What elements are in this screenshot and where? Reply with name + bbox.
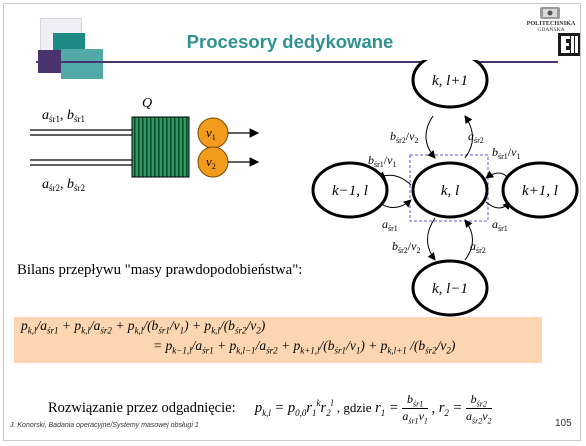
arc-bottom-to-center	[464, 219, 473, 261]
svg-text:GDAŃSKA: GDAŃSKA	[537, 25, 564, 33]
label-bottom-to-center: aśr2	[470, 239, 486, 255]
balance-equation-line-1: pk,l/aśr1 + pk,l/aśr2 + pk,l/(bśr1/v1) +…	[21, 318, 266, 336]
label-center-to-bottom: bśr2/v2	[392, 239, 420, 255]
input-label-1: aśr1, bśr1	[42, 108, 85, 124]
label-center-to-top: aśr2	[468, 129, 484, 145]
arc-center-to-top	[464, 115, 473, 159]
balance-heading: Bilans przepływu "masy prawdopodobieństw…	[17, 262, 303, 278]
title-underline	[36, 61, 558, 63]
state-top	[411, 60, 489, 109]
slide-footer: J. Konorski, Badania operacyjne/Systemy …	[10, 422, 199, 429]
arc-top-to-center	[425, 115, 436, 159]
label-top-to-center: bśr2/v2	[390, 129, 418, 145]
page-number: 105	[555, 418, 572, 429]
university-logo: POLITECHNIKA GDAŃSKA	[520, 6, 582, 58]
solution-line: Rozwiązanie przez odgadnięcie: pk,l = p0…	[48, 392, 492, 426]
state-right	[501, 161, 579, 219]
logo-text: POLITECHNIKA	[527, 20, 576, 27]
solution-formula: pk,l = p0,0r1kr2l	[254, 398, 334, 419]
state-center	[411, 161, 489, 219]
slide-frame	[3, 3, 581, 441]
label-center-to-right: aśr1	[492, 217, 508, 233]
label-right-to-center: bśr1/v1	[492, 145, 520, 161]
balance-equation-line-2: = pk−1,l/aśr1 + pk,l−1/aśr2 + pk+1,l/(bś…	[153, 338, 456, 356]
state-bottom-label: k, l−1	[432, 281, 468, 297]
label-left-to-center: aśr1	[382, 217, 398, 233]
queue-label: Q	[142, 96, 152, 111]
queue-diagram: Q aśr1, bśr1 aśr2, bśr2 v1 v2	[30, 96, 260, 193]
input-label-2: aśr2, bśr2	[42, 177, 85, 193]
formula-highlight	[14, 317, 542, 363]
state-right-label: k+1, l	[522, 183, 558, 199]
label-center-to-left: bśr1/v1	[368, 153, 396, 169]
state-diagram: k, l+1 k−1, l k, l k+1, l k, l−1 bśr2/v2…	[311, 60, 579, 317]
state-left	[311, 161, 389, 219]
queue-buffer	[131, 116, 190, 178]
decor-square-lightteal	[61, 49, 103, 79]
state-left-label: k−1, l	[332, 183, 368, 199]
state-top-label: k, l+1	[432, 73, 468, 89]
state-bottom	[411, 259, 489, 317]
eti-logo-icon	[558, 33, 580, 56]
state-center-label: k, l	[441, 183, 459, 199]
server-2-label: v2	[206, 154, 216, 171]
server-1-label: v1	[206, 125, 216, 142]
crest-icon	[540, 7, 560, 19]
arc-center-to-bottom	[427, 217, 436, 261]
slide-title: Procesory dedykowane	[186, 31, 394, 52]
solution-label: Rozwiązanie przez odgadnięcie:	[48, 400, 236, 417]
arc-right-to-center	[485, 170, 509, 179]
